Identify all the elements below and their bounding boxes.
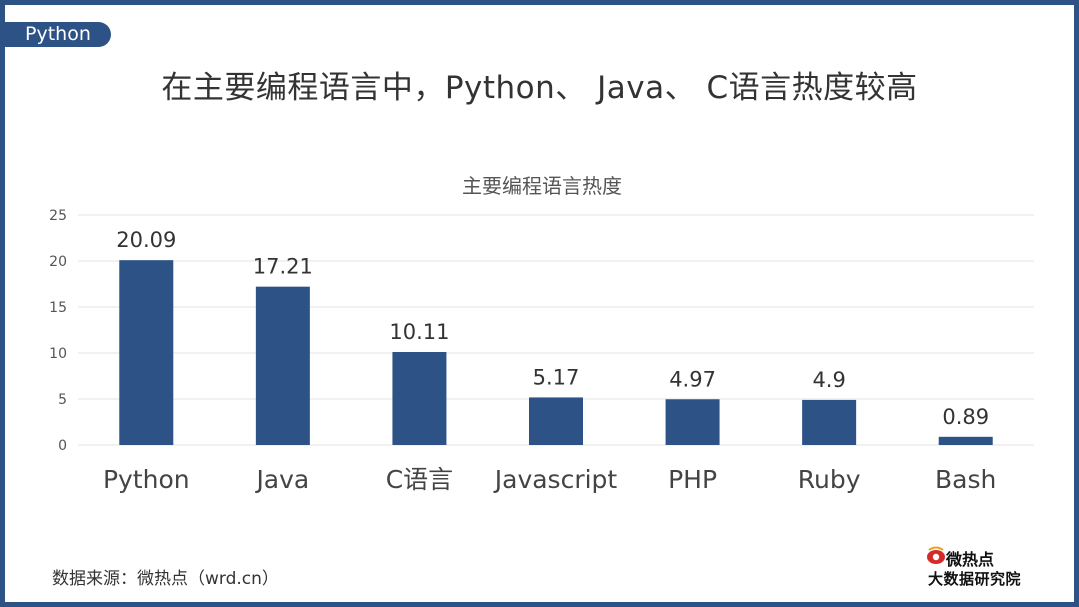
y-tick-label: 15: [49, 300, 67, 316]
x-tick-label: Java: [254, 465, 309, 494]
bar: [665, 399, 720, 445]
data-label: 4.9: [812, 368, 845, 392]
logo-text-secondary: 大数据研究院: [928, 570, 1022, 588]
data-label: 17.21: [253, 255, 313, 279]
section-tag: Python: [5, 22, 111, 47]
x-axis-ticks: Python Java C语言 Javascript PHP Ruby Bash: [103, 465, 996, 494]
bars: [119, 260, 993, 445]
bar: [802, 399, 857, 445]
y-tick-label: 10: [49, 346, 67, 362]
data-label: 4.97: [669, 367, 716, 391]
y-tick-label: 0: [58, 438, 67, 454]
bar: [529, 397, 583, 445]
data-label: 0.89: [942, 405, 989, 429]
y-tick-label: 20: [49, 254, 67, 270]
y-axis-ticks: 0 5 10 15 20 25: [49, 208, 67, 454]
brand-logo: 微热点 大数据研究院: [924, 546, 1044, 588]
data-label: 5.17: [533, 365, 580, 389]
y-tick-label: 5: [58, 392, 67, 408]
logo-text-primary: 微热点: [946, 550, 995, 569]
y-tick-label: 25: [49, 208, 67, 224]
bar: [938, 436, 993, 445]
page-title: 在主要编程语言中，Python、 Java、 C语言热度较高: [161, 70, 918, 106]
bar: [255, 286, 310, 445]
bar: [392, 351, 447, 445]
x-tick-label: Bash: [935, 465, 996, 494]
x-tick-label: Python: [103, 465, 190, 494]
x-tick-label: Ruby: [798, 465, 861, 494]
x-tick-label: PHP: [668, 465, 717, 494]
data-label: 10.11: [389, 320, 449, 344]
chart-title: 主要编程语言热度: [462, 174, 622, 198]
data-label: 20.09: [116, 228, 176, 252]
eye-logo-icon: [927, 546, 945, 564]
bar: [119, 260, 174, 445]
x-tick-label: Javascript: [493, 465, 618, 494]
data-source: 数据来源：微热点（wrd.cn）: [52, 569, 279, 589]
x-tick-label: C语言: [386, 465, 453, 494]
value-labels: 20.09 17.21 10.11 5.17 4.97 4.9 0.89: [116, 228, 989, 429]
